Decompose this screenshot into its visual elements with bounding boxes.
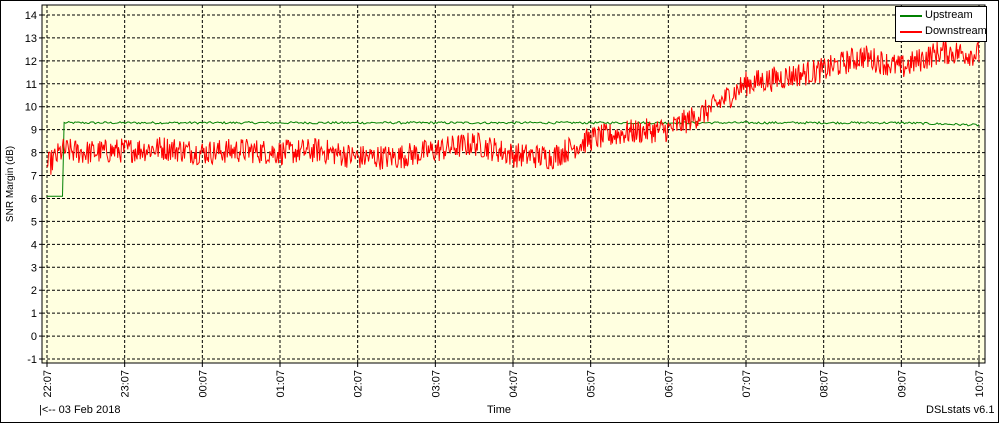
series-line-downstream [46,39,980,175]
y-tick-label: 10 [25,102,37,114]
legend-item-downstream: Downstream [896,23,987,39]
y-tick-label: 14 [25,10,37,22]
x-tick-label: 09:07 [896,370,908,398]
app-version: DSLstats v6.1 [926,404,995,416]
x-tick-label: 02:07 [353,370,365,398]
legend-label-downstream: Downstream [925,25,987,37]
x-tick-label: 22:07 [42,370,54,398]
x-axis-label: Time [487,404,512,416]
x-tick-label: 01:07 [275,370,287,398]
y-tick-label: 11 [26,79,37,91]
y-tick-label: 3 [31,262,37,274]
y-tick-label: 8 [31,148,37,160]
x-tick-label: 23:07 [120,370,132,398]
chart-legend: Upstream Downstream [895,6,987,42]
y-tick-label: 6 [31,193,37,205]
x-tick-label: 05:07 [586,370,598,398]
y-tick-label: 13 [25,33,37,45]
y-tick-label: 1 [31,308,37,320]
series-lines [46,39,980,197]
series-line-upstream [47,120,980,197]
x-tick-label: 08:07 [819,370,831,398]
x-tick-label: 03:07 [430,370,442,398]
legend-label-upstream: Upstream [925,9,973,21]
y-tick-label: 4 [31,239,37,251]
y-tick-label: 5 [31,216,37,228]
x-tick-label: 04:07 [508,370,520,398]
grid-lines [42,5,985,363]
x-tick-label: 00:07 [197,370,209,398]
legend-swatch-upstream [900,15,922,17]
y-tick-label: 0 [31,331,37,343]
y-tick-label: 7 [31,171,37,183]
x-axis-ticks: 22:07 23:07 00:07 01:07 02:07 03:07 04:07 05:07… [42,363,986,398]
x-tick-label: 06:07 [663,370,675,398]
y-tick-label: 12 [25,56,37,68]
y-tick-label: 2 [31,285,37,297]
x-tick-label: 10:07 [974,370,986,398]
footer-start-date: |<-- 03 Feb 2018 [39,404,121,416]
x-tick-label: 07:07 [741,370,753,398]
y-tick-label: -1 [27,354,37,366]
y-axis-label: SNR Margin (dB) [5,146,16,222]
legend-swatch-downstream [900,31,922,33]
legend-item-upstream: Upstream [896,7,986,23]
y-tick-label: 9 [31,125,37,137]
